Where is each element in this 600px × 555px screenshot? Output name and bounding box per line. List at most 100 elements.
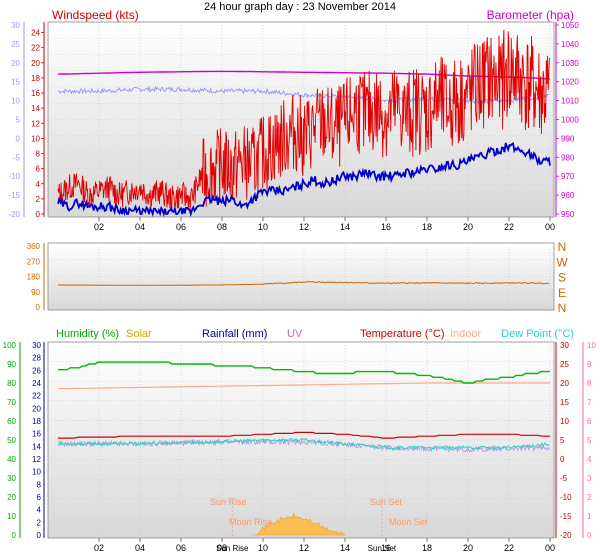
direction-axis-label: 180: [27, 273, 41, 282]
windspeed-axis-label: 2: [36, 195, 41, 204]
moon-rise-label: Moon Rise: [229, 517, 272, 527]
uv-axis-label: 10: [587, 341, 596, 350]
rainfall-axis-label: 10: [32, 468, 41, 477]
humidity-x-axis-tick-label: 12: [299, 543, 309, 553]
compass-label: N: [558, 301, 567, 315]
direction-axis-label: 360: [27, 242, 41, 251]
humidity-x-axis-tick-label: 06: [176, 543, 186, 553]
windgust-line: [57, 29, 550, 211]
rainfall-axis-label: 4: [37, 506, 42, 515]
uv-axis-label: 0: [587, 531, 592, 540]
barometer-axis-label: 980: [561, 153, 575, 162]
rainfall-axis-label: 22: [32, 392, 41, 401]
humidity-axis-label: 90: [7, 360, 16, 369]
humidity-x-axis-tick-label: 10: [258, 543, 268, 553]
windchill-line: [57, 85, 550, 105]
windchill-axis-label: -10: [8, 172, 20, 181]
barometer-axis-label: 1050: [561, 21, 579, 30]
humidity-legend: Humidity (%): [56, 328, 119, 340]
barometer-axis-label: 960: [561, 191, 575, 200]
humidity-x-axis-tick-label: 04: [135, 543, 145, 553]
rainfall-axis-label: 28: [32, 354, 41, 363]
temperature-line: [58, 431, 550, 439]
direction-line: [58, 281, 550, 286]
page-title: 24 hour graph day : 23 November 2014: [204, 1, 396, 13]
humidity-axis-label: 30: [7, 474, 16, 483]
direction-axis-label: 0: [36, 303, 41, 312]
sun-set-label: Sun Set: [370, 497, 403, 507]
temperature-axis-label: 20: [560, 379, 569, 388]
temperature-axis-label: 15: [560, 398, 569, 407]
humidity-x-axis-tick-label: 16: [381, 543, 391, 553]
windspeed-axis-label: 6: [36, 165, 41, 174]
windspeed-axis-label: 16: [31, 89, 40, 98]
sun-set-axis-label: Sun Set: [368, 544, 397, 553]
windspeed-legend: Windspeed (kts): [52, 8, 139, 22]
wind-baro-panel: Windspeed (kts) Barometer (hpa) 02 04 06 08…: [8, 8, 579, 232]
wind-x-axis-tick-label: 22: [504, 222, 514, 232]
windchill-axis-label: 25: [11, 40, 20, 49]
wind-x-axis-tick-label: 08: [217, 222, 227, 232]
humidity-x-axis-tick-label: 02: [94, 543, 104, 553]
uv-axis-label: 7: [587, 398, 592, 407]
wind-x-axis-tick-label: 00: [545, 222, 555, 232]
barometer-legend: Barometer (hpa): [487, 8, 574, 22]
humidity-x-axis-tick-label: 08: [217, 543, 227, 553]
rainfall-axis-label: 6: [37, 493, 42, 502]
humidity-axis-label: 20: [7, 493, 16, 502]
rainfall-axis-label: 18: [32, 417, 41, 426]
barometer-axis-label: 1030: [561, 59, 579, 68]
windspeed-axis-label: 18: [31, 74, 40, 83]
humidity-axis-label: 80: [7, 379, 16, 388]
wind-x-axis-tick-label: 06: [176, 222, 186, 232]
rainfall-axis-label: 8: [37, 480, 42, 489]
humidity-axis-label: 100: [3, 341, 17, 350]
rainfall-axis-label: 30: [32, 341, 41, 350]
windspeed-axis-label: 0: [36, 210, 41, 219]
humidity-axis-label: 70: [7, 398, 16, 407]
windchill-axis-label: -15: [8, 191, 20, 200]
humidity-axis-label: 40: [7, 455, 16, 464]
barometer-axis-label: 1000: [561, 116, 579, 125]
rainfall-axis-label: 14: [32, 442, 41, 451]
windspeed-axis-label: 22: [31, 44, 40, 53]
temperature-axis-label: -5: [560, 474, 568, 483]
rainfall-axis-label: 0: [37, 531, 42, 540]
windspeed-axis-label: 10: [31, 134, 40, 143]
windspeed-axis-label: 12: [31, 119, 40, 128]
compass-label: N: [558, 240, 567, 254]
windspeed-axis-label: 4: [36, 180, 41, 189]
uv-axis-label: 2: [587, 493, 592, 502]
compass-label: S: [558, 271, 566, 285]
humidity-x-axis-tick-label: 00: [545, 543, 555, 553]
wind-x-axis-tick-label: 04: [135, 222, 145, 232]
barometer-axis-label: 950: [561, 210, 575, 219]
barometer-axis-label: 1040: [561, 40, 579, 49]
humidity-x-axis-tick-label: 22: [504, 543, 514, 553]
humidity-axis-label: 50: [7, 436, 16, 445]
barometer-axis-label: 970: [561, 172, 575, 181]
uv-axis-label: 4: [587, 455, 592, 464]
direction-axis-label: 270: [27, 257, 41, 266]
wind-x-axis-tick-label: 20: [463, 222, 473, 232]
rainfall-axis-label: 2: [37, 518, 42, 527]
wind-x-axis-tick-label: 18: [422, 222, 432, 232]
temperature-axis-label: 5: [560, 436, 565, 445]
windchill-axis-label: -5: [13, 153, 21, 162]
windchill-axis-label: 10: [11, 97, 20, 106]
humidity-x-axis-tick-label: 14: [340, 543, 350, 553]
windchill-axis-label: 30: [11, 21, 20, 30]
uv-axis-label: 6: [587, 417, 592, 426]
windspeed-avg-line: [57, 141, 551, 218]
humidity-line: [58, 361, 550, 384]
temperature-axis-label: 25: [560, 360, 569, 369]
wind-x-axis-tick-label: 10: [258, 222, 268, 232]
direction-axis-label: 90: [31, 288, 40, 297]
temperature-axis-label: -10: [560, 493, 572, 502]
uv-axis-label: 9: [587, 360, 592, 369]
dewpoint-line: [57, 437, 550, 451]
compass-label: E: [558, 286, 566, 300]
temperature-axis-label: -15: [560, 512, 572, 521]
